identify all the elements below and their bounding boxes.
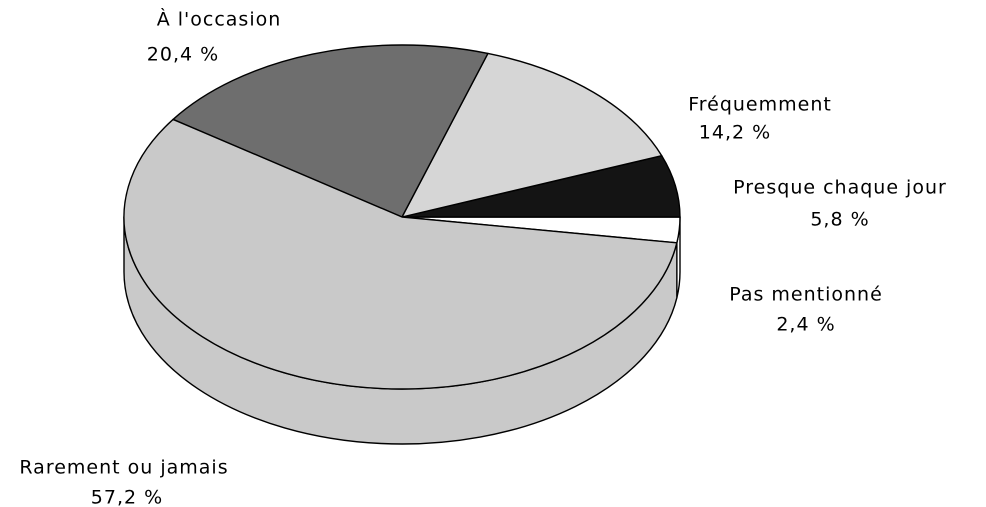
slice-value-label: 20,4 % [147, 44, 219, 66]
slice-label: Presque chaque jour [733, 177, 947, 199]
slice-value-label: 5,8 % [810, 209, 869, 231]
pie-slice [123, 118, 678, 390]
slice-label: Rarement ou jamais [19, 457, 228, 479]
slice-value-label: 2,4 % [776, 314, 835, 336]
slice-label: Fréquemment [688, 94, 832, 116]
slice-value-label: 14,2 % [699, 122, 771, 144]
slice-label: Pas mentionné [729, 284, 883, 306]
slice-label: À l'occasion [157, 8, 282, 31]
slice-value-label: 57,2 % [91, 487, 163, 507]
pie-slice [172, 44, 489, 218]
